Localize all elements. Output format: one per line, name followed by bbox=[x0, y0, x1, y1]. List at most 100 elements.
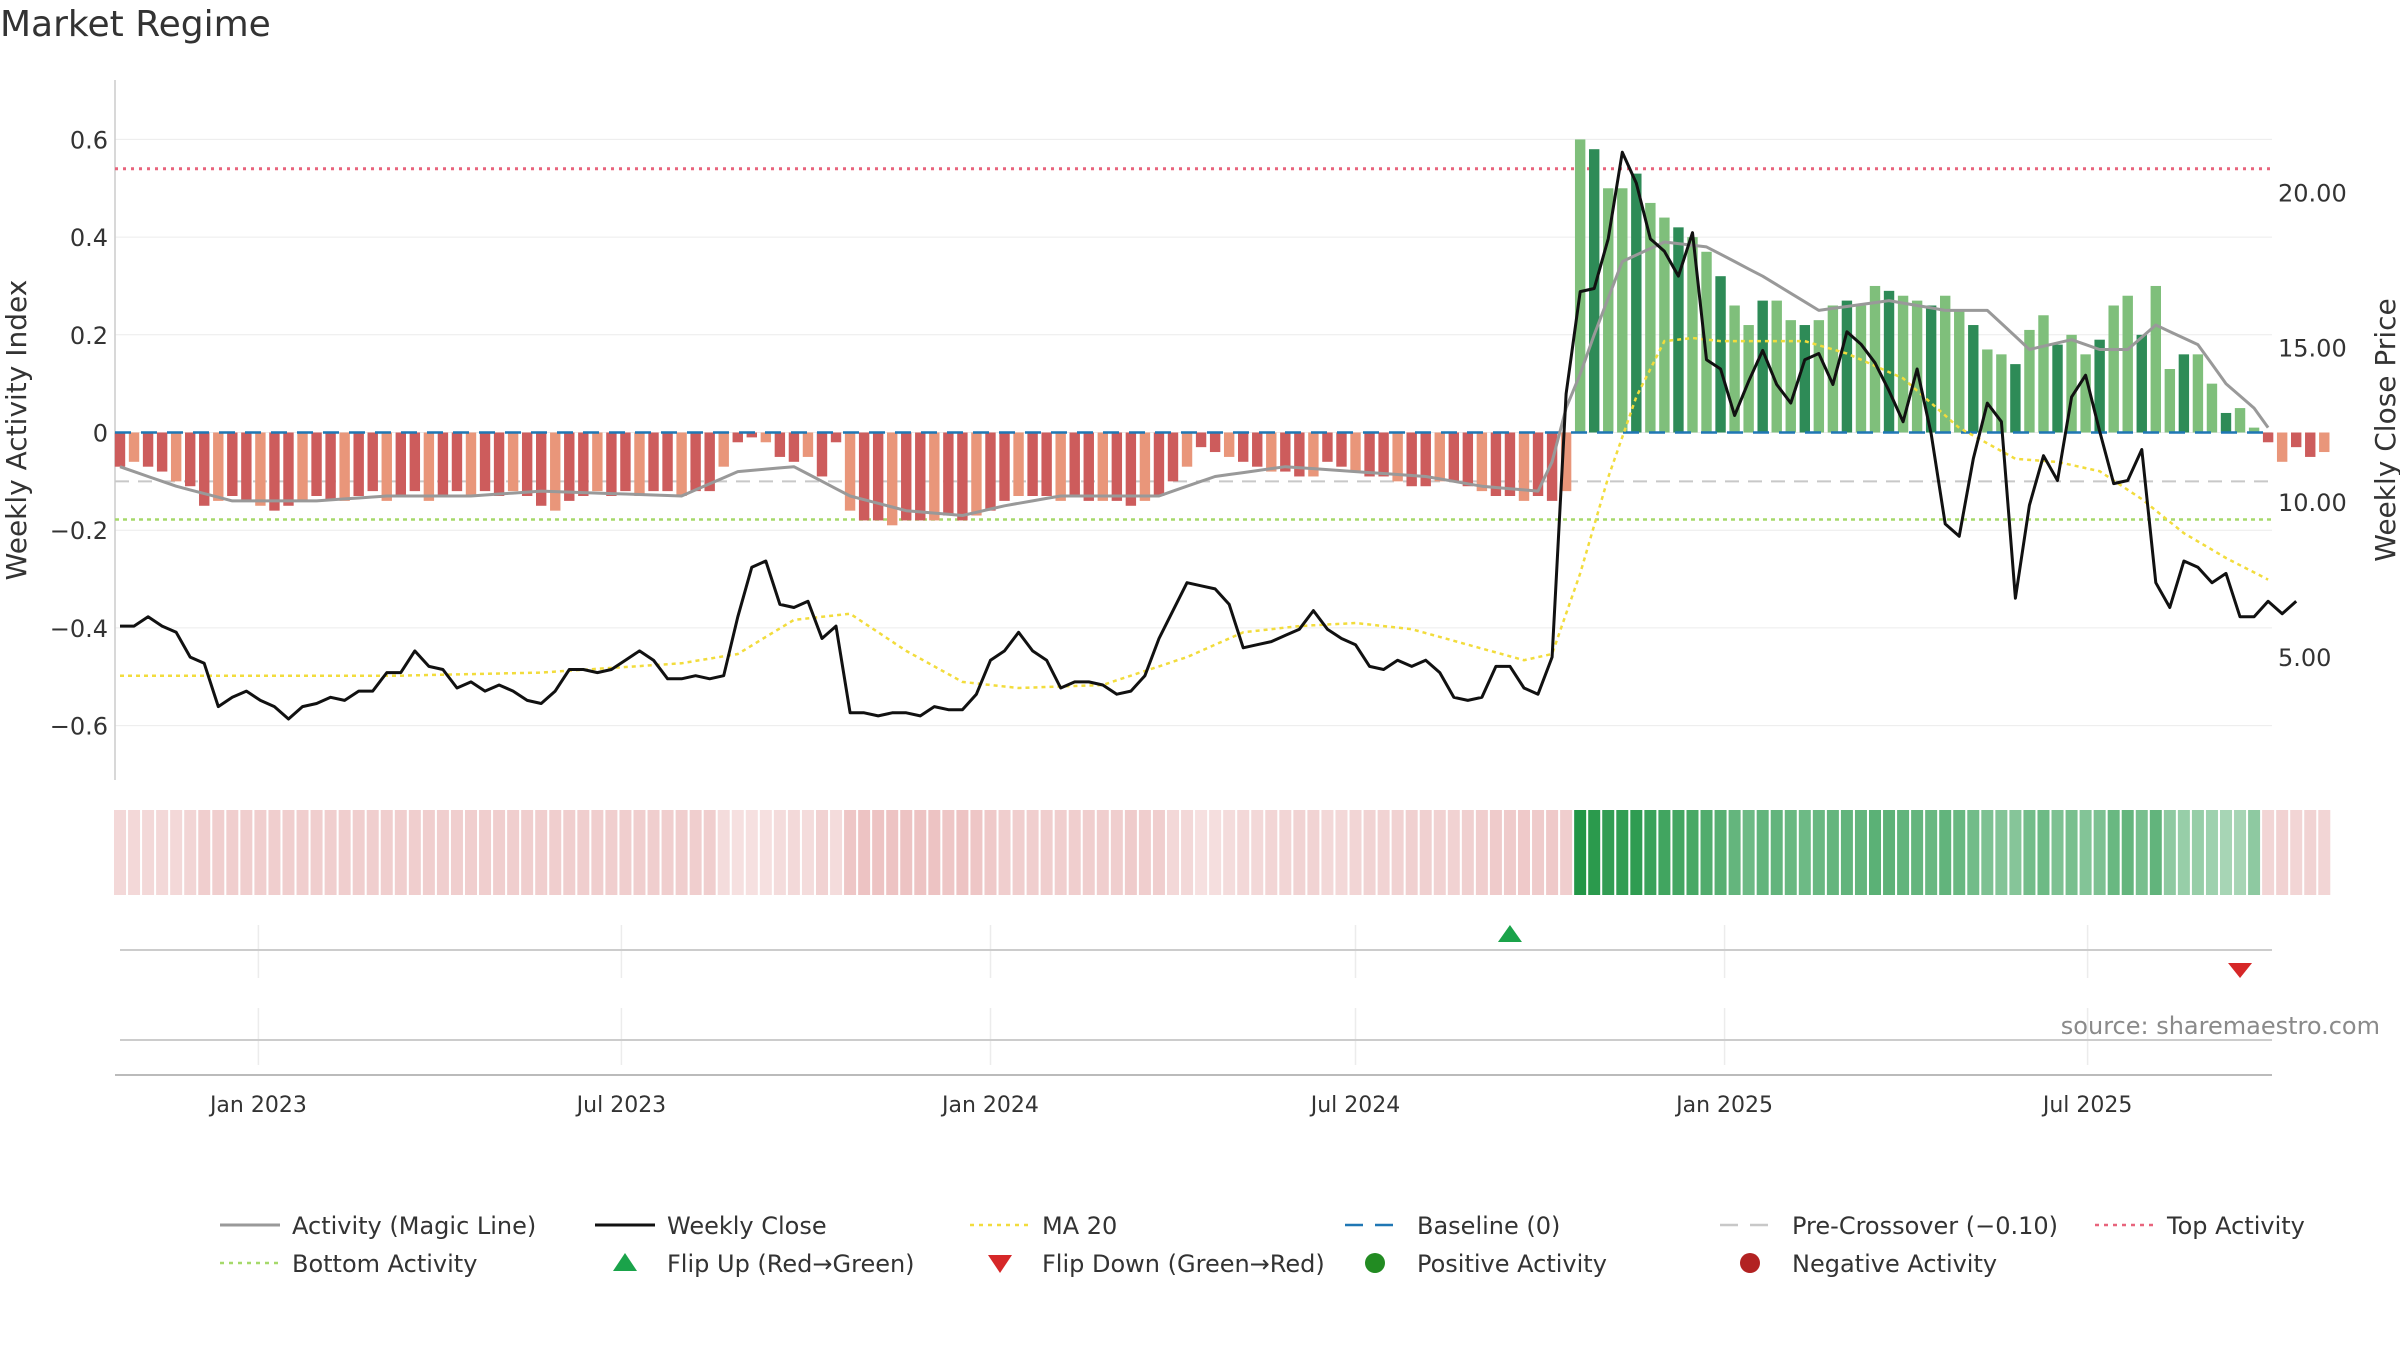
heat-cell bbox=[689, 810, 702, 895]
activity-bar bbox=[901, 432, 912, 521]
heat-cell bbox=[212, 810, 225, 895]
heat-cell bbox=[1686, 810, 1699, 895]
activity-bar bbox=[2080, 354, 2091, 433]
heat-cell bbox=[1602, 810, 1615, 895]
heat-cell bbox=[2163, 810, 2176, 895]
activity-bar bbox=[395, 432, 406, 496]
activity-bar bbox=[746, 432, 757, 438]
heat-cell bbox=[1995, 810, 2008, 895]
activity-bar bbox=[887, 432, 898, 526]
heat-cell bbox=[296, 810, 309, 895]
flip-up-marker bbox=[1497, 925, 1522, 942]
activity-bar bbox=[1687, 237, 1698, 433]
heat-cell bbox=[1096, 810, 1109, 895]
heat-cell bbox=[1897, 810, 1910, 895]
activity-bar bbox=[578, 432, 589, 496]
right-axis-ticks: 20.00 15.00 10.00 5.00 bbox=[2278, 179, 2347, 672]
activity-bar bbox=[199, 432, 210, 506]
activity-bar bbox=[1729, 305, 1740, 433]
activity-bar bbox=[620, 432, 631, 492]
heat-cell bbox=[2262, 810, 2275, 895]
right-tick-label: 5.00 bbox=[2278, 644, 2331, 672]
heat-cell bbox=[1461, 810, 1474, 895]
heat-cell bbox=[521, 810, 534, 895]
heat-cell bbox=[1138, 810, 1151, 895]
heat-cell bbox=[436, 810, 449, 895]
heat-cell bbox=[1953, 810, 1966, 895]
source-note: source: sharemaestro.com bbox=[2060, 1012, 2380, 1040]
activity-bar bbox=[704, 432, 715, 492]
heat-cell bbox=[886, 810, 899, 895]
heat-cell bbox=[1616, 810, 1629, 895]
heat-cell bbox=[2093, 810, 2106, 895]
magic-line bbox=[119, 240, 2270, 517]
activity-bar bbox=[592, 432, 603, 492]
x-tick-label: Jul 2024 bbox=[1309, 1093, 1401, 1118]
activity-bar bbox=[1083, 432, 1094, 501]
heat-cell bbox=[1237, 810, 1250, 895]
heat-cell bbox=[998, 810, 1011, 895]
heat-cell bbox=[1251, 810, 1264, 895]
activity-bar bbox=[957, 432, 968, 521]
heat-cell bbox=[1012, 810, 1025, 895]
activity-bar bbox=[381, 432, 392, 501]
heat-cell bbox=[1349, 810, 1362, 895]
activity-bar bbox=[1448, 432, 1459, 482]
heat-cell bbox=[2107, 810, 2120, 895]
heat-cell bbox=[1209, 810, 1222, 895]
activity-bar bbox=[269, 432, 280, 511]
activity-bar bbox=[2234, 408, 2246, 433]
heat-cell bbox=[1223, 810, 1236, 895]
heat-cell bbox=[703, 810, 716, 895]
heat-cell bbox=[338, 810, 351, 895]
activity-bar bbox=[1673, 227, 1684, 433]
activity-bar bbox=[1392, 432, 1403, 482]
activity-bar bbox=[1785, 320, 1796, 433]
heat-cell bbox=[661, 810, 674, 895]
activity-bar bbox=[2164, 369, 2176, 433]
activity-bar bbox=[2305, 432, 2316, 457]
heat-cell bbox=[1419, 810, 1432, 895]
heat-cell bbox=[1265, 810, 1278, 895]
activity-bar bbox=[1139, 432, 1151, 501]
activity-bar bbox=[2108, 305, 2119, 433]
activity-bar bbox=[1996, 354, 2007, 433]
left-tick-label: 0.6 bbox=[70, 126, 108, 154]
heat-cell bbox=[928, 810, 941, 895]
legend-item-ma: MA 20 bbox=[970, 1212, 1117, 1240]
x-axis-ticks: Jan 2023 Jul 2023 Jan 2024 Jul 2024 Jan 2025… bbox=[208, 1093, 2132, 1118]
heat-cell bbox=[1840, 810, 1853, 895]
heat-cell bbox=[2191, 810, 2204, 895]
activity-bar bbox=[1308, 432, 1319, 477]
heat-cell bbox=[310, 810, 323, 895]
gridlines bbox=[115, 138, 2272, 1065]
activity-bar bbox=[774, 432, 786, 457]
heat-cell bbox=[1756, 810, 1769, 895]
heat-cell bbox=[1574, 810, 1587, 895]
heat-cell bbox=[394, 810, 407, 895]
activity-bar bbox=[2136, 334, 2147, 433]
activity-bar bbox=[1167, 432, 1179, 482]
flip-down-marker bbox=[2228, 963, 2253, 978]
activity-bar bbox=[999, 432, 1010, 501]
heat-cell bbox=[759, 810, 772, 895]
legend-item-neg_marker: Negative Activity bbox=[1740, 1250, 1997, 1278]
heat-cell bbox=[942, 810, 955, 895]
activity-bar bbox=[493, 432, 505, 496]
heat-cell bbox=[1475, 810, 1488, 895]
activity-bar bbox=[1504, 432, 1516, 496]
activity-bar bbox=[297, 432, 308, 501]
activity-bar bbox=[648, 432, 659, 492]
heat-cell bbox=[872, 810, 885, 895]
legend-label: Flip Down (Green→Red) bbox=[1042, 1250, 1325, 1278]
activity-bar bbox=[971, 432, 982, 516]
heat-cell bbox=[1363, 810, 1376, 895]
activity-bar bbox=[1111, 432, 1123, 501]
heat-cell bbox=[900, 810, 913, 895]
heat-cell bbox=[2121, 810, 2134, 895]
heat-cell bbox=[2318, 810, 2331, 895]
activity-bar bbox=[1336, 432, 1347, 467]
activity-bar bbox=[1518, 432, 1530, 501]
legend-label: Negative Activity bbox=[1792, 1250, 1997, 1278]
heat-cell bbox=[844, 810, 857, 895]
